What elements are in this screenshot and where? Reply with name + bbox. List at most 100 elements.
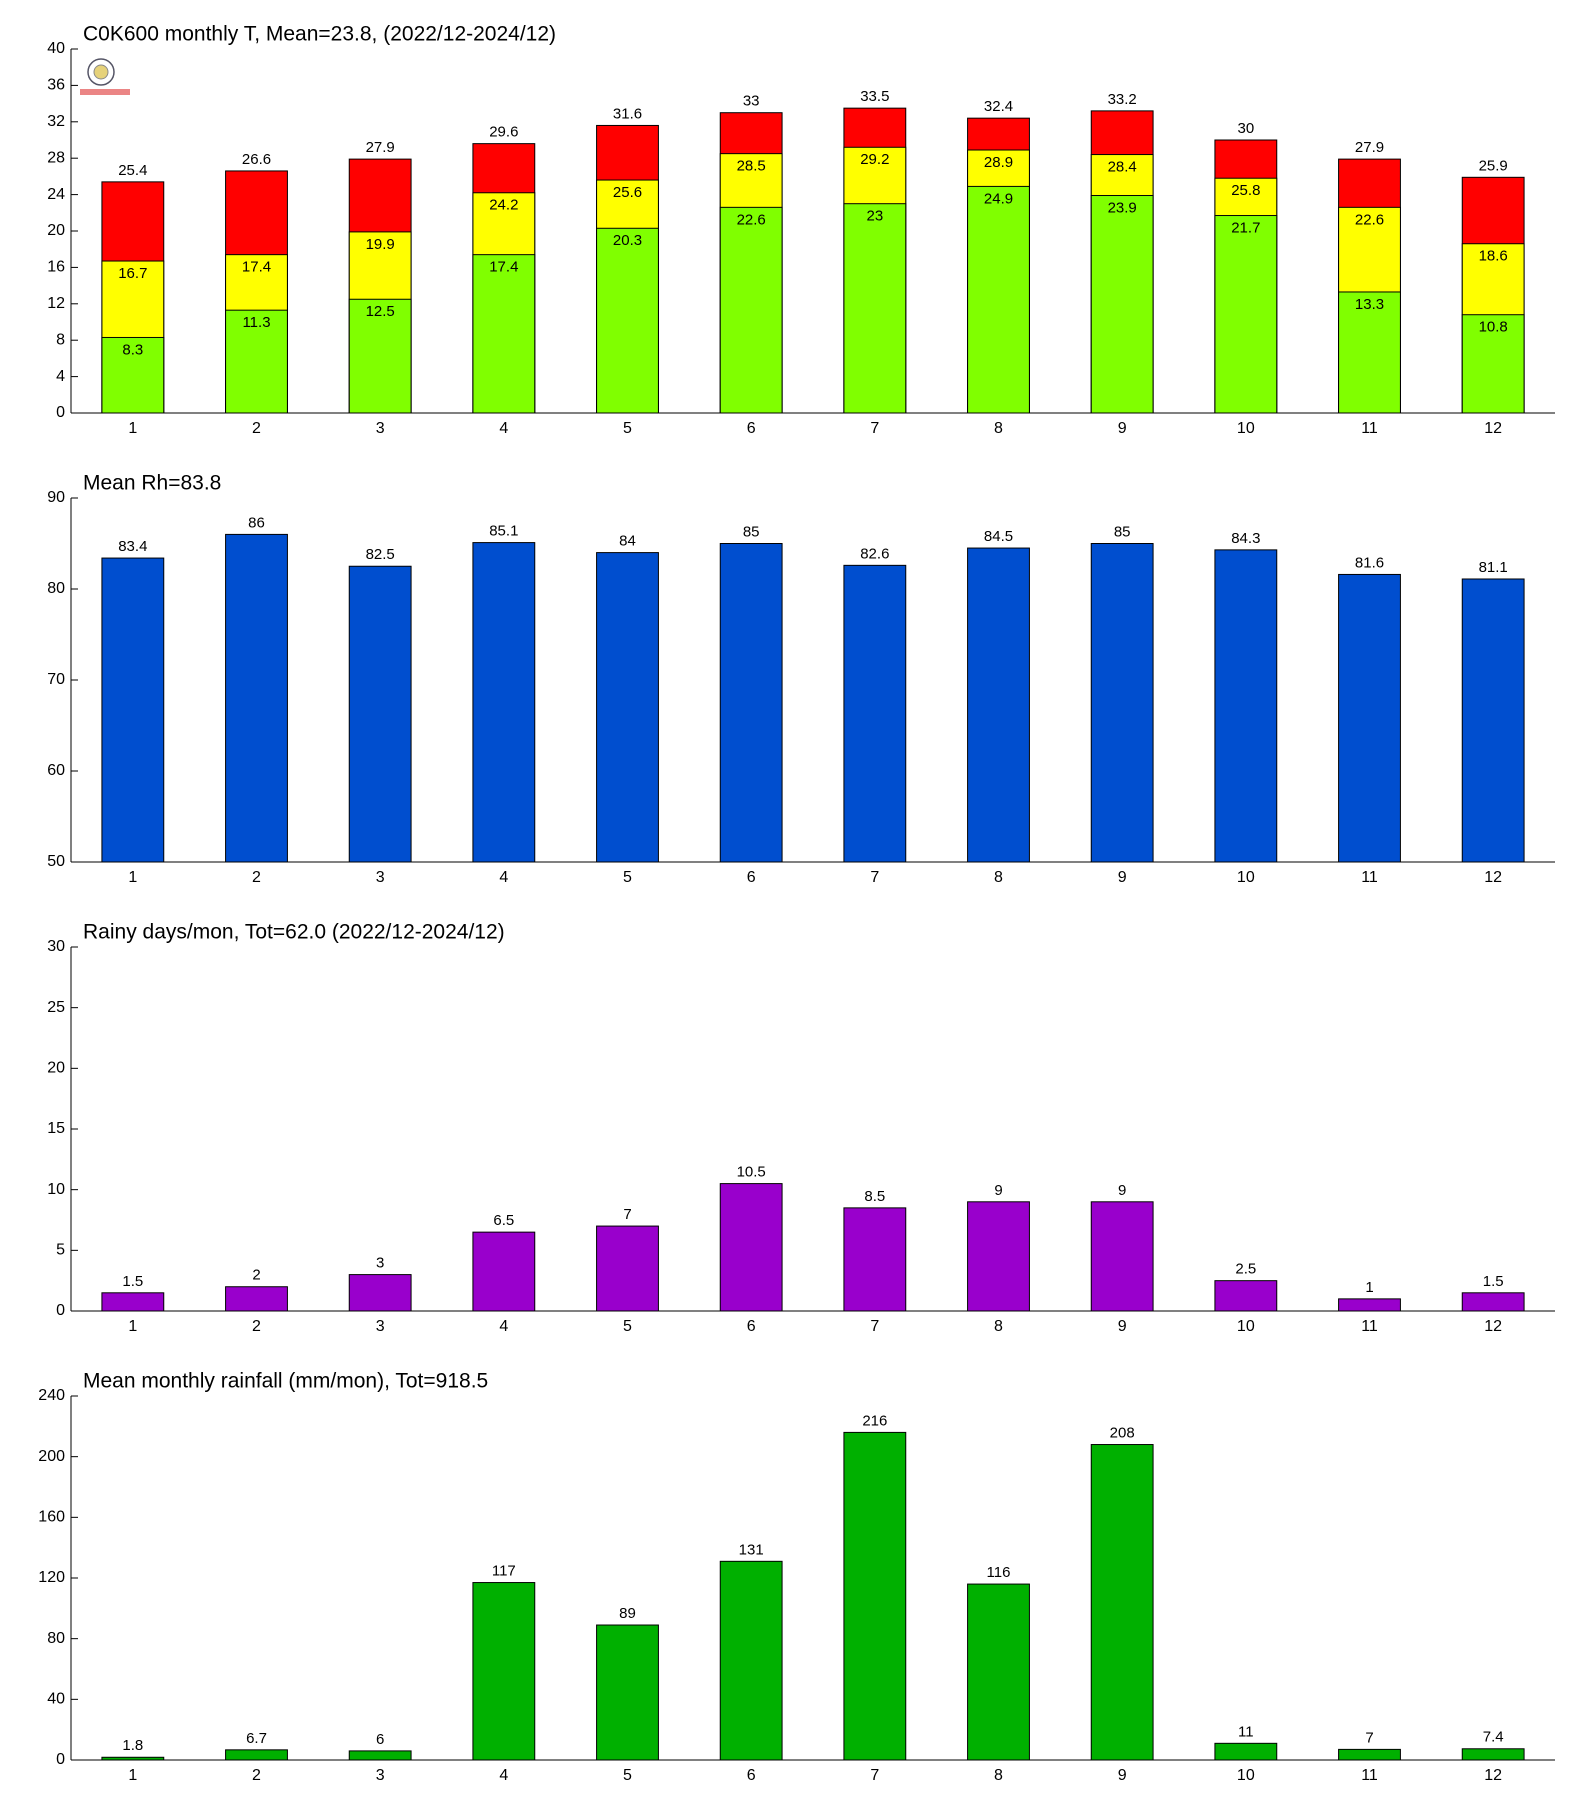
x-tick-label: 7 — [870, 1767, 879, 1784]
x-tick-label: 5 — [623, 1318, 632, 1335]
x-tick-label: 3 — [376, 869, 385, 886]
value-label: 12.5 — [366, 303, 395, 320]
x-tick-label: 6 — [747, 869, 756, 886]
bar — [101, 1292, 165, 1312]
value-label: 7 — [1365, 1729, 1373, 1746]
bar — [596, 1624, 659, 1761]
value-label: 11 — [1238, 1723, 1254, 1740]
x-tick-label: 3 — [376, 1318, 385, 1335]
bar — [1338, 1748, 1401, 1761]
x-tick-label: 6 — [747, 1767, 756, 1784]
value-label: 22.6 — [1355, 211, 1384, 228]
value-label: 7 — [623, 1206, 631, 1223]
bar — [1214, 1280, 1278, 1312]
x-tick-label: 11 — [1361, 1318, 1378, 1335]
x-tick-label: 5 — [623, 869, 632, 886]
value-label: 10.8 — [1479, 319, 1508, 336]
bar — [1090, 1444, 1154, 1761]
x-tick-label: 10 — [1237, 420, 1255, 437]
bar — [101, 557, 165, 863]
value-label: 26.6 — [242, 151, 271, 168]
y-tick-label: 5 — [56, 1242, 65, 1259]
x-tick-label: 8 — [994, 869, 1003, 886]
bar — [225, 309, 288, 414]
x-tick-label: 4 — [499, 420, 508, 437]
value-label: 208 — [1110, 1425, 1135, 1442]
value-label: 27.9 — [1355, 139, 1384, 156]
value-label: 216 — [862, 1412, 887, 1429]
y-tick-label: 8 — [56, 331, 65, 348]
value-label: 33.2 — [1108, 91, 1137, 108]
bar — [225, 1286, 288, 1312]
bar — [843, 1431, 907, 1761]
x-tick-label: 2 — [252, 869, 261, 886]
value-label: 116 — [987, 1564, 1011, 1581]
bar — [1461, 314, 1525, 414]
value-label: 29.6 — [489, 124, 518, 141]
value-label: 84 — [619, 533, 636, 550]
value-label: 28.5 — [737, 158, 766, 175]
value-label: 23.9 — [1108, 199, 1137, 216]
x-tick-label: 1 — [128, 420, 137, 437]
x-tick-label: 1 — [128, 1318, 137, 1335]
x-tick-label: 11 — [1361, 1767, 1378, 1784]
value-label: 20.3 — [613, 232, 642, 249]
x-tick-label: 12 — [1484, 1767, 1502, 1784]
bar — [967, 1201, 1030, 1312]
value-label: 86 — [248, 514, 265, 531]
value-label: 3 — [376, 1255, 384, 1272]
bar — [348, 298, 412, 414]
bar — [348, 565, 412, 863]
x-tick-label: 8 — [994, 1318, 1003, 1335]
value-label: 25.9 — [1479, 157, 1508, 174]
value-label: 31.6 — [613, 105, 642, 122]
bar — [1214, 1742, 1278, 1761]
y-tick-label: 32 — [47, 113, 65, 130]
bar — [1338, 1298, 1401, 1312]
bar — [348, 1750, 412, 1761]
x-tick-label: 9 — [1118, 869, 1127, 886]
bar — [472, 542, 536, 863]
x-tick-label: 3 — [376, 420, 385, 437]
value-label: 22.6 — [737, 211, 766, 228]
chart-title: Rainy days/mon, Tot=62.0 (2022/12-2024/1… — [83, 921, 505, 944]
bar — [843, 564, 907, 863]
value-label: 28.4 — [1108, 159, 1137, 176]
value-label: 28.9 — [984, 154, 1013, 171]
value-label: 6 — [376, 1731, 384, 1748]
y-tick-label: 160 — [38, 1509, 65, 1526]
chart-title: Mean monthly rainfall (mm/mon), Tot=918.… — [83, 1370, 488, 1393]
bar — [967, 547, 1030, 863]
value-label: 24.2 — [489, 197, 518, 214]
value-label: 29.2 — [860, 151, 889, 168]
bar — [1090, 1201, 1154, 1312]
y-tick-label: 12 — [47, 295, 65, 312]
x-tick-label: 7 — [870, 420, 879, 437]
value-label: 1.5 — [122, 1273, 143, 1290]
bar — [1090, 543, 1154, 863]
y-tick-label: 0 — [56, 404, 65, 421]
y-tick-label: 20 — [47, 222, 65, 239]
x-tick-label: 7 — [870, 1318, 879, 1335]
value-label: 81.6 — [1355, 554, 1384, 571]
y-tick-label: 16 — [47, 259, 65, 276]
value-label: 2 — [252, 1267, 260, 1284]
x-tick-label: 3 — [376, 1767, 385, 1784]
y-tick-label: 10 — [47, 1181, 65, 1198]
bar — [1338, 291, 1401, 414]
value-label: 8.3 — [122, 341, 143, 358]
bar — [596, 1225, 659, 1312]
value-label: 131 — [739, 1541, 764, 1558]
bar — [719, 206, 783, 414]
value-label: 8.5 — [864, 1188, 885, 1205]
y-tick-label: 90 — [47, 489, 65, 506]
x-tick-label: 10 — [1237, 1318, 1255, 1335]
bar — [843, 1207, 907, 1312]
x-tick-label: 10 — [1237, 1767, 1255, 1784]
bar — [843, 203, 907, 414]
value-label: 23 — [866, 208, 883, 225]
value-label: 81.1 — [1479, 559, 1508, 576]
value-label: 85 — [1114, 523, 1131, 540]
bar — [719, 1560, 783, 1761]
x-tick-label: 4 — [499, 869, 508, 886]
